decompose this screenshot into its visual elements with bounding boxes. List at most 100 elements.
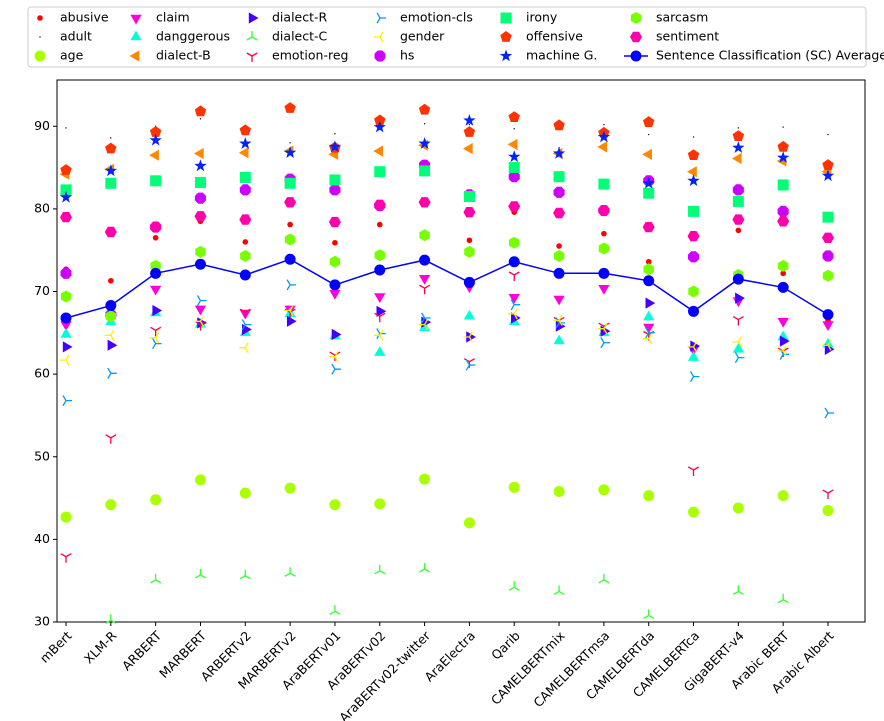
marker — [732, 195, 744, 207]
marker — [553, 171, 565, 183]
marker — [284, 567, 296, 577]
marker — [240, 250, 251, 262]
marker — [687, 149, 700, 160]
legend-label: dialect-C — [272, 29, 328, 44]
marker — [374, 31, 384, 43]
marker — [196, 295, 207, 307]
marker — [509, 236, 520, 249]
marker — [462, 142, 473, 155]
marker — [777, 318, 789, 328]
marker — [194, 192, 206, 204]
y-tick-label: 70 — [34, 283, 50, 298]
marker — [419, 229, 430, 242]
marker — [463, 114, 476, 126]
marker — [376, 305, 387, 317]
marker — [194, 474, 206, 486]
marker — [329, 279, 341, 291]
series — [60, 473, 834, 529]
marker — [60, 553, 72, 563]
marker — [418, 137, 431, 149]
marker — [601, 230, 607, 237]
marker — [731, 152, 742, 165]
x-tick-label: ARBERT — [119, 628, 165, 674]
marker — [150, 326, 162, 337]
legend-label: sentiment — [656, 29, 719, 44]
marker — [598, 285, 610, 295]
marker — [732, 214, 745, 225]
series — [60, 229, 834, 323]
marker — [643, 187, 655, 199]
marker — [150, 285, 162, 296]
marker — [822, 269, 834, 282]
marker — [777, 216, 790, 227]
marker — [732, 502, 744, 514]
marker — [688, 285, 699, 298]
marker — [645, 297, 656, 309]
marker — [419, 473, 431, 485]
marker — [508, 171, 520, 183]
marker — [690, 340, 700, 352]
marker — [732, 130, 745, 141]
marker — [374, 312, 386, 323]
marker — [374, 293, 386, 303]
marker — [376, 12, 386, 24]
marker — [34, 50, 46, 62]
marker — [60, 164, 72, 175]
marker — [419, 275, 431, 285]
marker — [284, 197, 297, 208]
marker — [108, 277, 114, 284]
marker — [284, 102, 296, 113]
marker — [777, 593, 789, 604]
marker — [643, 275, 655, 287]
marker — [463, 207, 476, 218]
marker — [600, 337, 610, 349]
line — [65, 258, 829, 319]
marker — [737, 127, 739, 129]
marker — [822, 250, 834, 262]
marker — [130, 30, 142, 41]
marker — [59, 354, 70, 366]
marker — [643, 609, 655, 619]
marker — [149, 221, 162, 233]
marker — [59, 190, 73, 203]
legend-label: Sentence Classification (SC) Average — [656, 48, 884, 63]
legend-label: hs — [400, 48, 414, 63]
marker — [331, 328, 342, 341]
marker — [373, 145, 383, 157]
series — [60, 271, 834, 563]
marker — [645, 327, 655, 339]
marker — [105, 310, 116, 323]
marker — [822, 321, 834, 332]
marker — [105, 434, 117, 444]
marker — [732, 273, 744, 285]
marker — [374, 166, 386, 178]
marker — [732, 316, 744, 326]
marker — [150, 175, 162, 187]
marker — [195, 245, 206, 258]
marker — [630, 50, 642, 62]
marker — [239, 171, 251, 183]
marker — [239, 124, 251, 136]
series — [60, 253, 834, 324]
marker — [419, 563, 431, 573]
legend-label: emotion-reg — [272, 48, 348, 63]
marker — [643, 490, 655, 502]
y-tick-label: 90 — [34, 118, 50, 133]
legend-label: age — [60, 48, 84, 63]
marker — [553, 295, 565, 306]
marker — [463, 331, 473, 343]
legend-label: claim — [156, 10, 190, 25]
marker — [328, 140, 342, 153]
y-tick-label: 80 — [34, 200, 50, 215]
marker — [780, 270, 786, 277]
marker — [688, 251, 700, 263]
marker — [556, 243, 562, 249]
marker — [105, 614, 117, 624]
marker — [822, 159, 834, 170]
marker — [822, 309, 834, 321]
marker — [110, 137, 112, 139]
legend-label: dialect-R — [272, 10, 328, 25]
marker — [777, 205, 789, 217]
marker — [194, 315, 205, 327]
